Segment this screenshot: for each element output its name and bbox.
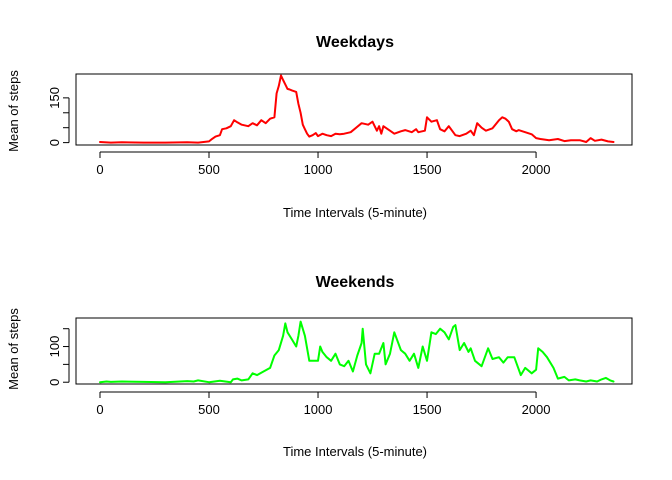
weekdays-x-tick-label: 500: [198, 162, 220, 177]
weekdays-x-tick-label: 1500: [413, 162, 442, 177]
weekends-x-tick-label: 0: [96, 402, 103, 417]
weekends-series-line: [99, 320, 615, 384]
weekends-y-tick-label: 100: [47, 336, 62, 358]
weekends-xlabel: Time Intervals (5-minute): [283, 444, 427, 459]
weekends-ylabel: Mean of steps: [6, 308, 21, 390]
weekdays-y-tick-label: 0: [47, 139, 62, 146]
weekends-x-tick-label: 2000: [522, 402, 551, 417]
weekdays-x-tick-label: 2000: [522, 162, 551, 177]
weekdays-plot-frame: [75, 73, 633, 146]
weekends-y-tick-label: 0: [47, 379, 62, 386]
weekdays-xlabel: Time Intervals (5-minute): [283, 205, 427, 220]
weekends-plot-frame: [75, 317, 633, 385]
weekdays-title: Weekdays: [316, 34, 394, 51]
weekdays-ylabel: Mean of steps: [6, 70, 21, 152]
weekends-x-tick-label: 1500: [413, 402, 442, 417]
weekdays-y-tick-label: 150: [47, 87, 62, 109]
weekdays-series-line: [99, 74, 615, 144]
weekends-x-tick-label: 500: [198, 402, 220, 417]
weekends-title: Weekends: [316, 274, 395, 291]
weekends-panel: Weekends Time Intervals (5-minute) Mean …: [6, 274, 633, 459]
weekdays-x-tick-label: 1000: [304, 162, 333, 177]
weekdays-x-tick-label: 0: [96, 162, 103, 177]
weekends-x-tick-label: 1000: [304, 402, 333, 417]
weekdays-panel: Weekdays Time Intervals (5-minute) Mean …: [6, 34, 633, 220]
